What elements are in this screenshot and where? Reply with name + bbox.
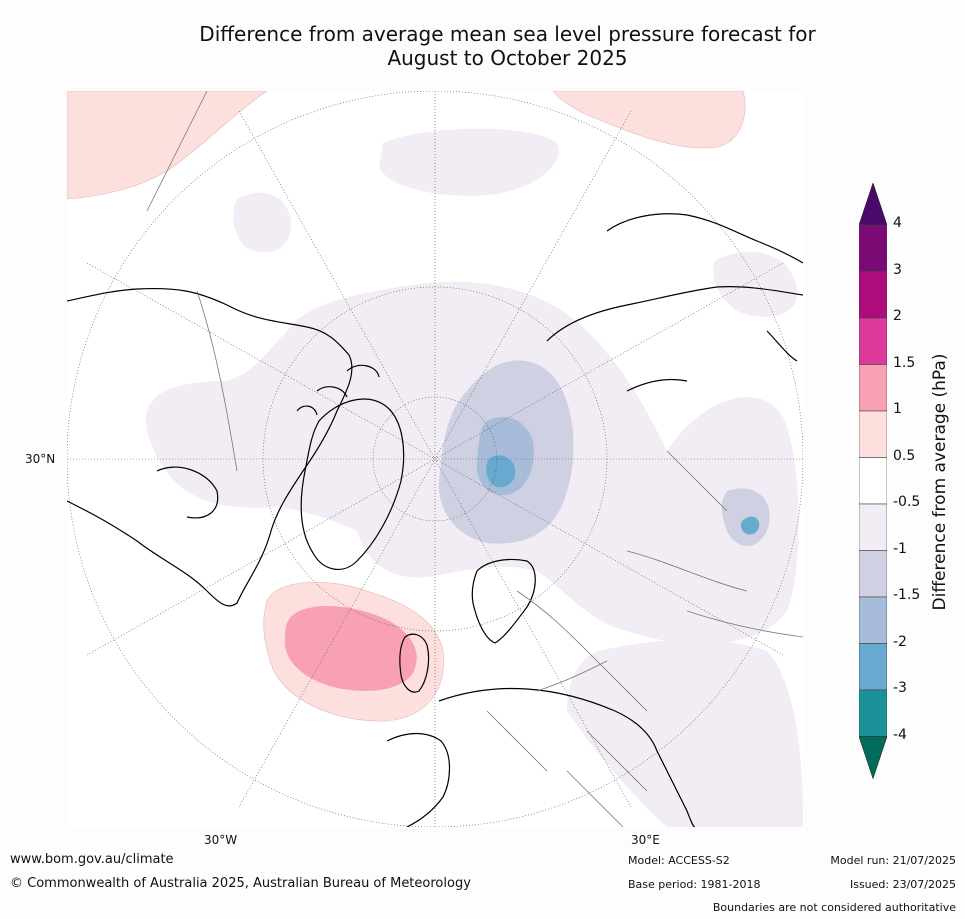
pressure-anomaly-map <box>67 91 803 827</box>
title-line-1: Difference from average mean sea level p… <box>199 22 816 46</box>
model-run-date: Model run: 21/07/2025 <box>830 854 956 867</box>
colorbar-band <box>858 317 888 365</box>
colorbar-tick-label: -1.5 <box>893 587 921 603</box>
latitude-label-30n: 30°N <box>25 452 56 466</box>
title-line-2: August to October 2025 <box>387 46 628 70</box>
colorbar-over-arrow <box>858 182 888 226</box>
colorbar-band <box>858 643 888 691</box>
colorbar-band <box>858 596 888 644</box>
colorbar-tick-label: 1.5 <box>893 354 916 371</box>
graticule <box>67 91 803 827</box>
colorbar-tick-label: 0.5 <box>893 447 916 464</box>
colorbar <box>858 182 888 783</box>
boundaries-note: Boundaries are not considered authoritat… <box>712 901 956 914</box>
colorbar-tick-label: 1 <box>893 401 902 417</box>
colorbar-band <box>858 364 888 412</box>
colorbar-tick-label: 2 <box>893 308 902 324</box>
colorbar-tick-label: -1 <box>893 540 907 557</box>
longitude-label-30e: 30°E <box>631 833 660 847</box>
colorbar-band <box>858 503 888 551</box>
base-period: Base period: 1981-2018 <box>628 878 761 891</box>
borders <box>146 91 803 827</box>
colorbar-band <box>858 550 888 598</box>
longitude-label-30w: 30°W <box>204 833 238 847</box>
colorbar-band <box>858 410 888 458</box>
anomaly-positive-atlantic-core <box>285 606 417 691</box>
colorbar-band <box>858 224 888 272</box>
anomaly-positive-upper-right <box>552 91 746 149</box>
coastlines <box>67 213 803 827</box>
colorbar-title: Difference from average (hPa) <box>930 353 950 611</box>
model-name: Model: ACCESS-S2 <box>628 854 730 867</box>
website-link[interactable]: www.bom.gov.au/climate <box>10 852 174 867</box>
colorbar-band <box>858 271 888 319</box>
anomaly-weak-negative-southeast <box>567 639 803 827</box>
anomaly-moderate-negative-east <box>721 488 770 546</box>
colorbar-band <box>858 457 888 505</box>
anomaly-weak-negative-left <box>233 192 292 253</box>
issued-date: Issued: 23/07/2025 <box>849 878 956 891</box>
colorbar-tick-label: 3 <box>893 261 902 278</box>
anomaly-core-negative-east <box>740 516 760 535</box>
colorbar-tick-label: -4 <box>893 726 907 743</box>
colorbar-tick-label: -0.5 <box>893 494 921 510</box>
anomaly-weak-negative-right <box>713 251 798 317</box>
anomaly-core-negative <box>486 455 516 488</box>
colorbar-under-arrow <box>858 736 888 780</box>
anomaly-weak-negative-top <box>379 128 559 196</box>
map-title: Difference from average mean sea level p… <box>0 22 965 70</box>
colorbar-tick-label: -3 <box>893 680 907 696</box>
colorbar-band <box>858 689 888 737</box>
copyright-notice: © Commonwealth of Australia 2025, Austra… <box>10 876 471 891</box>
colorbar-tick-label: 4 <box>893 215 902 231</box>
colorbar-tick-label: -2 <box>893 633 907 650</box>
